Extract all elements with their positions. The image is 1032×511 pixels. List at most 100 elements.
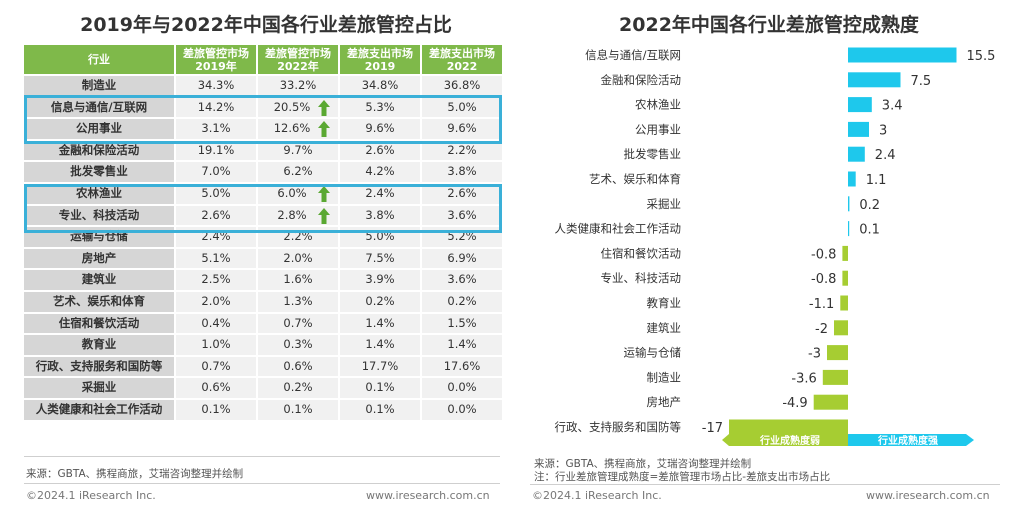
table-row: 农林渔业 5.0% 6.0% 2.4% 2.6% [24,183,502,204]
category-label: 农林渔业 [635,98,681,112]
data-label: -3 [808,347,821,362]
bar [848,97,872,113]
value-text: 12.6% [273,121,311,136]
value-cell: 5.3% [340,97,420,118]
value-cell: 3.8% [422,162,502,182]
table-row: 房地产 5.1% 2.0% 7.5% 6.9% [24,248,502,269]
value-cell: 20.5% [258,97,338,118]
value-cell: 3.6% [422,270,502,290]
industry-name-cell: 运输与仓储 [24,227,174,247]
table-row: 制造业 34.3% 33.2% 34.8% 36.8% [24,76,502,96]
industry-name-cell: 专业、科技活动 [24,205,174,226]
value-cell: 0.6% [258,356,338,377]
value-cell: 6.2% [258,162,338,182]
up-arrow-icon [318,207,330,224]
value-cell: 5.0% [176,183,256,204]
table-row: 运输与仓储 2.4% 2.2% 5.0% 5.2% [24,227,502,247]
value-cell: 2.6% [422,183,502,204]
table-row: 金融和保险活动 19.1% 9.7% 2.6% 2.2% [24,140,502,161]
table-row: 批发零售业 7.0% 6.2% 4.2% 3.8% [24,162,502,182]
category-label: 批发零售业 [624,147,682,161]
data-label: 0.2 [859,198,880,213]
value-cell: 9.6% [422,119,502,139]
data-label: -2 [815,322,828,337]
left-source-note: 来源：GBTA、携程商旅，艾瑞咨询整理并绘制 [26,468,244,480]
value-cell: 5.0% [340,227,420,247]
maturity-bar-chart: 信息与通信/互联网 15.5 金融和保险活动 7.5 农林渔业 3.4 公用事业 3 批发零售业… [555,47,995,447]
table-row: 建筑业 2.5% 1.6% 3.9% 3.6% [24,270,502,290]
value-cell: 17.6% [422,356,502,377]
value-cell: 2.4% [340,183,420,204]
up-arrow-icon [318,121,330,138]
value-cell: 2.0% [176,291,256,312]
value-cell: 0.6% [176,378,256,398]
bar [848,47,957,63]
bar [848,171,856,187]
value-cell: 0.7% [258,313,338,334]
right-formula-note: 注：行业差旅管理成熟度=差旅管理市场占比-差旅支出市场占比 [534,471,831,483]
value-cell: 2.8% [258,205,338,226]
value-cell: 2.6% [176,205,256,226]
table-header-cell: 差旅管控市场 2022年 [258,45,338,74]
table-row: 行政、支持服务和国防等 0.7% 0.6% 17.7% 17.6% [24,356,502,377]
value-cell: 12.6% [258,119,338,139]
left-divider-bottom [24,483,500,484]
market-share-table: 行业 差旅管控市场 2019年 差旅管控市场 2022年 差旅支出市场 2019 差旅支… [22,43,504,422]
value-cell: 5.1% [176,248,256,269]
right-source-note: 来源：GBTA、携程商旅，艾瑞咨询整理并绘制 [534,458,752,470]
data-label: 2.4 [875,148,896,163]
right-divider [530,484,1000,485]
category-label: 运输与仓储 [624,346,682,360]
value-cell: 1.6% [258,270,338,290]
value-cell: 2.2% [258,227,338,247]
bar [822,369,848,385]
value-cell: 1.5% [422,313,502,334]
value-cell: 0.2% [258,378,338,398]
category-label: 人类健康和社会工作活动 [555,222,682,236]
table-row: 专业、科技活动 2.6% 2.8% 3.8% 3.6% [24,205,502,226]
category-label: 住宿和餐饮活动 [601,246,682,260]
value-cell: 34.8% [340,76,420,96]
right-chart-title: 2022年中国各行业差旅管控成熟度 [619,14,919,36]
value-cell: 5.2% [422,227,502,247]
data-label: 3 [879,123,887,138]
value-cell: 0.4% [176,313,256,334]
bar [813,394,848,410]
value-cell: 3.8% [340,205,420,226]
right-copyright: ©2024.1 iResearch Inc. [532,489,662,502]
value-cell: 2.0% [258,248,338,269]
up-arrow-icon [318,99,330,116]
value-cell: 14.2% [176,97,256,118]
category-label: 公用事业 [635,122,681,136]
industry-name-cell: 建筑业 [24,270,174,290]
data-label: 7.5 [911,74,932,89]
bar [848,72,901,88]
value-cell: 0.2% [340,291,420,312]
value-cell: 0.2% [422,291,502,312]
left-copyright: ©2024.1 iResearch Inc. [26,489,156,502]
bar [827,345,848,361]
industry-name-cell: 农林渔业 [24,183,174,204]
table-header-cell: 行业 [24,45,174,74]
value-cell: 2.2% [422,140,502,161]
value-cell: 3.6% [422,205,502,226]
industry-name-cell: 住宿和餐饮活动 [24,313,174,334]
value-cell: 33.2% [258,76,338,96]
value-cell: 9.7% [258,140,338,161]
industry-name-cell: 人类健康和社会工作活动 [24,399,174,420]
data-label: 3.4 [882,99,903,114]
bar [848,196,850,212]
value-cell: 0.3% [258,335,338,355]
category-label: 房地产 [647,395,682,409]
value-cell: 0.0% [422,378,502,398]
category-label: 行政、支持服务和国防等 [555,420,682,434]
value-cell: 1.4% [340,313,420,334]
value-cell: 0.0% [422,399,502,420]
industry-name-cell: 公用事业 [24,119,174,139]
category-label: 艺术、娱乐和体育 [589,172,681,186]
data-label: -0.8 [811,272,836,287]
value-cell: 7.5% [340,248,420,269]
industry-name-cell: 批发零售业 [24,162,174,182]
value-cell: 1.4% [422,335,502,355]
left-chart-title: 2019年与2022年中国各行业差旅管控占比 [80,14,452,36]
